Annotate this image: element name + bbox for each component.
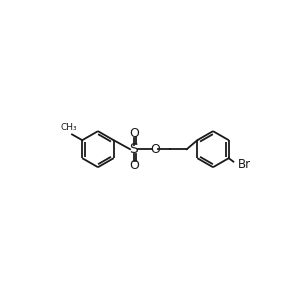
Text: O: O — [150, 143, 160, 156]
Text: O: O — [129, 159, 139, 172]
Text: S: S — [130, 142, 138, 156]
Text: O: O — [129, 127, 139, 140]
Text: Br: Br — [238, 158, 251, 171]
Text: CH₃: CH₃ — [60, 123, 77, 132]
